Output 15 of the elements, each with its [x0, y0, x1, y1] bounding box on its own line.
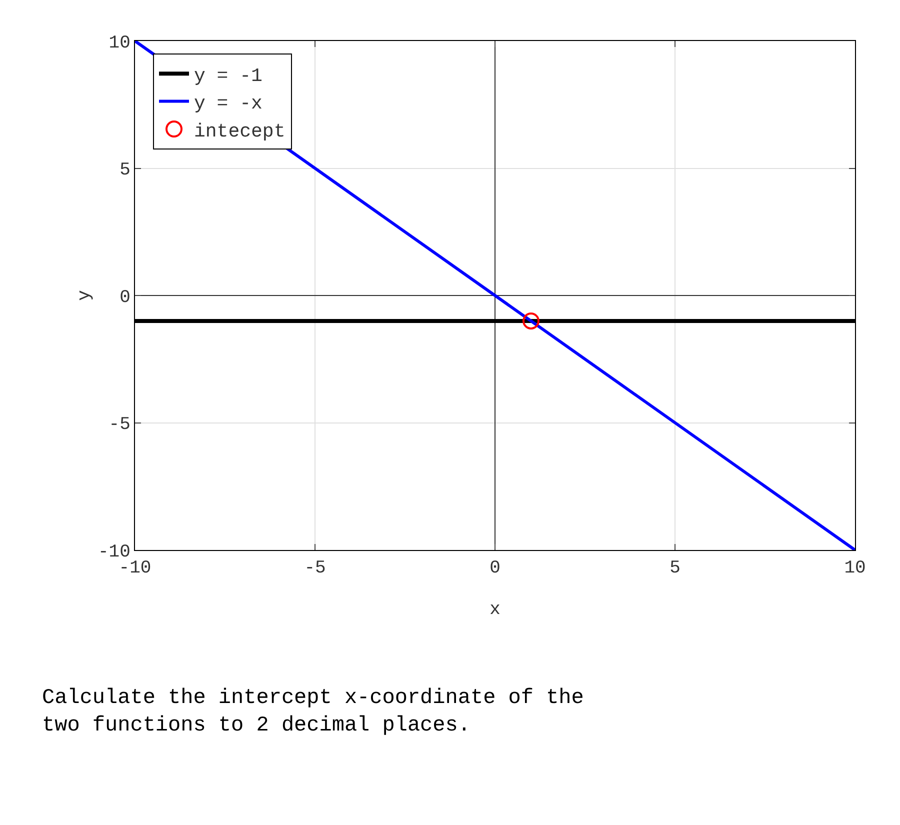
y-tick-label: 10: [108, 33, 130, 54]
y-tick-label: 5: [120, 160, 130, 181]
legend-label: intecept: [194, 120, 286, 142]
y-axis-title: y: [75, 290, 95, 301]
text: Calculate the intercept x-coordinate of the two functions to 2 decimal places.: [42, 687, 584, 738]
y-tick-label: 0: [120, 288, 130, 308]
legend-label: y = -1: [194, 64, 262, 87]
y-tick-label: -5: [108, 415, 130, 436]
x-tick-label: 10: [844, 558, 866, 579]
x-tick-label: 5: [670, 558, 680, 579]
y-tick-label: -10: [98, 542, 130, 562]
x-axis-title: x: [490, 600, 500, 620]
x-tick-label: 0: [490, 558, 500, 579]
legend-label: y = -x: [194, 92, 262, 115]
x-tick-label: -5: [304, 558, 326, 579]
